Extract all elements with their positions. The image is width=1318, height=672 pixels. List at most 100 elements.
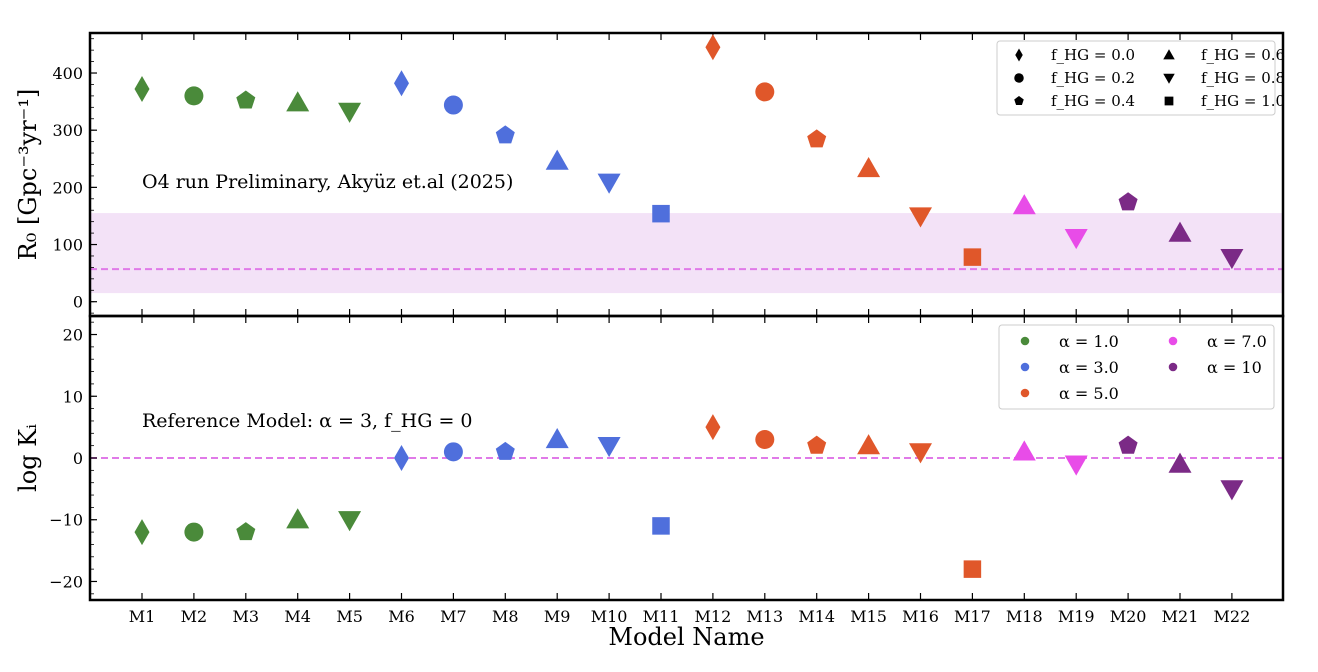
x-tick-label: M20: [1110, 607, 1147, 626]
legend-label: α = 10: [1207, 358, 1262, 377]
data-point-m9: [545, 149, 569, 170]
data-point-m4: [286, 508, 310, 529]
data-point-m17: [963, 248, 982, 266]
x-tick-label: M15: [850, 607, 887, 626]
data-point-m16: [909, 207, 932, 228]
alpha-legend-box: [998, 324, 1275, 410]
legend-marker-icon: [1020, 336, 1030, 346]
data-point-m22: [1220, 480, 1244, 501]
legend-label: f_HG = 0.6: [1201, 46, 1285, 64]
x-tick-label: M17: [954, 607, 991, 626]
x-tick-label: M13: [746, 607, 783, 626]
data-point-m14: [807, 435, 827, 454]
data-point-m8: [495, 125, 515, 144]
x-tick-label: M4: [284, 607, 311, 626]
data-point-m1: [134, 76, 150, 103]
x-tick-label: M9: [544, 607, 571, 626]
x-tick-label: M8: [492, 607, 519, 626]
legend-label: α = 1.0: [1059, 332, 1119, 351]
x-axis-label: Model Name: [608, 623, 764, 651]
data-point-m17: [963, 560, 982, 578]
legend-label: α = 3.0: [1059, 358, 1119, 377]
y-tick-label: 10: [63, 387, 83, 406]
data-point-m11: [652, 517, 670, 535]
x-tick-label: M7: [440, 607, 467, 626]
y-tick-label: 0: [73, 449, 83, 468]
x-tick-label: M11: [643, 607, 680, 626]
legend-label: f_HG = 0.4: [1051, 92, 1135, 110]
data-point-m19: [1064, 455, 1088, 476]
data-point-m9: [545, 427, 569, 449]
legend-marker-icon: [1164, 96, 1174, 106]
x-tick-label: M2: [181, 607, 208, 626]
legend-marker-icon: [1014, 73, 1024, 83]
data-point-m2: [184, 86, 204, 106]
data-point-m7: [443, 95, 463, 115]
x-tick-label: M18: [1006, 607, 1043, 626]
data-point-m12: [705, 414, 721, 441]
fhg-legend-box: [996, 40, 1276, 116]
y-axis-label: R₀ [Gpc⁻³yr⁻¹]: [14, 89, 42, 261]
x-tick-label: M19: [1058, 607, 1095, 626]
y-tick-label: 300: [52, 121, 83, 140]
data-point-m4: [286, 91, 310, 112]
data-point-m11: [652, 204, 670, 223]
x-tick-label: M6: [388, 607, 415, 626]
x-tick-label: M16: [902, 607, 939, 626]
data-point-m20: [1118, 192, 1138, 211]
data-point-m14: [807, 129, 827, 148]
bottom-panel: −20 −10 0 10 20 M1 M2 M3 M4 M5 M6 M7 M8 M9 M10 M11 M12 M1…: [14, 314, 1285, 626]
data-point-m6: [394, 445, 409, 471]
observed-rate-band: [90, 213, 1283, 294]
data-point-m16: [909, 443, 932, 464]
legend-marker-icon: [1163, 49, 1175, 60]
data-point-m12: [705, 34, 721, 61]
data-point-m10: [597, 173, 621, 194]
x-tick-label: M1: [129, 607, 156, 626]
legend-label: f_HG = 0.8: [1201, 69, 1285, 87]
x-tick-label: M21: [1162, 607, 1199, 626]
annotation-text: Reference Model: α = 3, f_HG = 0: [142, 410, 473, 432]
data-point-m21: [1168, 221, 1192, 242]
data-point-m18: [1012, 440, 1036, 461]
data-point-m3: [236, 522, 256, 541]
legend-marker-icon: [1014, 96, 1024, 106]
annotation-text: O4 run Preliminary, Akyüz et.al (2025): [142, 171, 513, 193]
legend-marker-icon: [1015, 48, 1023, 62]
legend-label: α = 5.0: [1059, 384, 1119, 403]
data-point-m18: [1012, 194, 1036, 215]
legend-label: f_HG = 0.2: [1051, 69, 1135, 87]
data-point-m5: [338, 511, 362, 532]
data-point-m6: [394, 70, 409, 97]
data-point-m7: [443, 442, 463, 462]
data-point-m15: [857, 434, 881, 455]
legend-marker-icon: [1020, 388, 1030, 398]
legend-marker-icon: [1168, 336, 1178, 346]
y-tick-label: 200: [52, 178, 83, 197]
y-tick-label: −10: [49, 511, 83, 530]
data-point-m1: [134, 519, 150, 546]
x-tick-label: M22: [1214, 607, 1251, 626]
data-point-m21: [1168, 452, 1192, 473]
legend-marker-icon: [1168, 362, 1178, 372]
x-tick-label: M5: [336, 607, 363, 626]
x-tick-label: M3: [233, 607, 260, 626]
data-point-m8: [495, 441, 515, 460]
legend-marker-icon: [1163, 73, 1175, 84]
data-point-m13: [755, 429, 775, 449]
data-point-m13: [755, 82, 775, 102]
y-tick-label: 0: [73, 293, 83, 312]
legend-label: f_HG = 0.0: [1051, 46, 1135, 64]
y-tick-label: 20: [63, 326, 83, 345]
y-axis-label: log Kᵢ: [14, 424, 42, 492]
data-point-m15: [857, 156, 881, 178]
y-tick-label: −20: [49, 572, 83, 591]
x-tick-label: M10: [591, 607, 628, 626]
data-point-m20: [1118, 435, 1138, 454]
legend-label: f_HG = 1.0: [1201, 92, 1285, 110]
data-point-m19: [1064, 229, 1088, 250]
data-point-m22: [1220, 249, 1244, 270]
legend-marker-icon: [1020, 362, 1030, 372]
data-point-m10: [597, 437, 621, 458]
